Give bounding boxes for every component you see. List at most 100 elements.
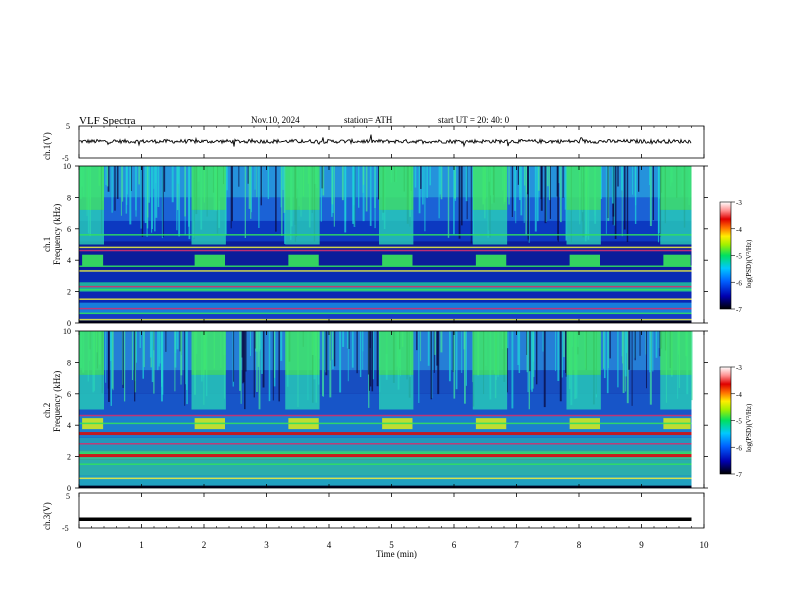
- spectrogram-sferic: [106, 166, 109, 187]
- spectrogram-activity-window: [285, 166, 320, 210]
- ch1-spectrogram-image: [79, 166, 704, 323]
- spectrogram-sferic: [155, 166, 158, 218]
- spectrogram-sferic: [424, 166, 426, 232]
- xtick-label: 7: [514, 540, 519, 550]
- spectrogram-sferic: [659, 331, 661, 357]
- ytick-label: 8: [67, 358, 71, 367]
- spectrogram-sferic: [377, 166, 380, 200]
- xtick-label: 4: [327, 540, 332, 550]
- spectrogram-sferic: [186, 331, 188, 405]
- spectrogram-sferic: [455, 331, 458, 390]
- spectrogram-sferic: [230, 166, 232, 229]
- spectrogram-sferic: [341, 166, 344, 201]
- date-label: Nov.10, 2024: [251, 115, 300, 125]
- ch2-colorbar-ticks: -3 -4 -5 -6 -7: [731, 364, 742, 479]
- spectrogram-sferic: [631, 331, 633, 406]
- spectrogram-activity-window: [285, 209, 320, 245]
- spectrogram-sferic: [506, 331, 509, 349]
- spectrogram-sferic: [142, 331, 144, 379]
- spectrogram-sferic: [282, 166, 285, 190]
- spectrogram-sferic: [626, 331, 628, 353]
- spectrogram-sferic: [649, 331, 652, 405]
- spectrogram-sferic: [274, 331, 276, 378]
- spectrogram-line: [79, 312, 692, 315]
- time-axis-ticks: 0 1 2 3 4 5 6 7 8 9 10: [77, 126, 709, 550]
- colorbar-tick-label: -7: [736, 471, 742, 479]
- spectrogram-sferic: [376, 331, 379, 387]
- spectrogram-sferic: [242, 331, 244, 384]
- spectrogram-sferic: [135, 166, 137, 211]
- spectrogram-sferic: [621, 166, 623, 237]
- spectrogram-sferic: [556, 166, 559, 197]
- spectrogram-line: [79, 432, 692, 436]
- spectrogram-sferic: [281, 166, 283, 236]
- spectrogram-sferic: [657, 166, 660, 234]
- spectrogram-activity-window: [379, 331, 414, 375]
- spectrogram-sferic: [463, 331, 466, 350]
- spectrogram-activity-window: [472, 209, 508, 245]
- spectrogram-sferic: [658, 166, 660, 199]
- spectrogram-sferic: [470, 166, 472, 244]
- spectrogram-sferic: [531, 331, 533, 392]
- colorbar-tick-label: -5: [736, 253, 742, 261]
- ytick-label: 8: [67, 193, 71, 202]
- xtick-label: 3: [264, 540, 269, 550]
- spectrogram-sferic: [372, 331, 375, 380]
- spectrogram-sferic: [603, 331, 605, 369]
- spectrogram-sferic: [609, 331, 611, 359]
- spectrogram-sferic: [519, 166, 521, 201]
- spectrogram-sferic: [280, 331, 283, 361]
- spectrogram-sferic: [525, 166, 527, 235]
- spectrogram-sferic: [613, 166, 616, 226]
- spectrogram-sferic: [116, 166, 119, 199]
- spectrogram-sferic: [555, 331, 556, 372]
- spectrogram-sferic: [339, 331, 342, 393]
- spectrogram-sferic: [508, 166, 510, 205]
- spectrogram-sferic: [458, 166, 461, 239]
- spectrogram-sferic: [528, 166, 530, 243]
- spectrogram-sferic: [453, 331, 456, 399]
- ch1-colorbar-label: log(PSD)(V²/Hz): [745, 239, 753, 288]
- spectrogram-line: [79, 422, 692, 425]
- spectrogram-sferic: [368, 331, 371, 391]
- spectrogram-sferic: [420, 331, 422, 362]
- spectrogram-sferic: [120, 166, 122, 216]
- spectrogram-sferic: [369, 331, 372, 387]
- spectrogram-sferic: [460, 166, 463, 226]
- ytick-label: 0: [67, 319, 71, 328]
- spectrogram-sferic: [530, 331, 532, 390]
- spectrogram-activity-window: [472, 166, 508, 210]
- spectrogram-sferic: [448, 331, 451, 382]
- spectrogram-sferic: [565, 331, 567, 377]
- spectrogram-sferic: [143, 331, 145, 368]
- spectrogram-sferic: [151, 166, 153, 230]
- station-label: station= ATH: [344, 115, 393, 125]
- spectrogram-sferic: [144, 166, 147, 224]
- spectrogram-sferic: [461, 331, 463, 374]
- spectrogram-sferic: [256, 331, 258, 392]
- spectrogram-activity-blob: [288, 254, 319, 266]
- spectrogram-sferic: [267, 166, 270, 200]
- spectrogram-activity-blob: [663, 254, 691, 266]
- spectrogram-sferic: [256, 331, 258, 350]
- ch1-spectrogram-yticks: 0 2 4 6 8 10: [63, 162, 708, 328]
- spectrogram-sferic: [134, 331, 136, 402]
- colorbar-tick-label: -4: [736, 226, 742, 234]
- spectrogram-sferic: [538, 166, 540, 191]
- spectrogram-activity-window: [79, 209, 104, 245]
- spectrogram-sferic: [239, 331, 241, 391]
- spectrogram-band: [79, 269, 692, 283]
- spectrogram-activity-window: [660, 166, 692, 210]
- spectrogram-sferic: [165, 331, 167, 352]
- spectrogram-activity-window: [566, 166, 601, 210]
- spectrogram-sferic: [331, 166, 334, 205]
- spectrogram-sferic: [414, 166, 417, 188]
- spectrogram-sferic: [353, 166, 356, 227]
- spectrogram-sferic: [617, 331, 619, 388]
- spectrogram-sferic: [346, 331, 348, 349]
- spectrogram-sferic: [526, 166, 529, 195]
- spectrogram-sferic: [447, 166, 450, 238]
- spectrogram-line: [79, 270, 692, 272]
- spectrogram-sferic: [362, 331, 364, 370]
- spectrogram-sferic: [244, 331, 246, 410]
